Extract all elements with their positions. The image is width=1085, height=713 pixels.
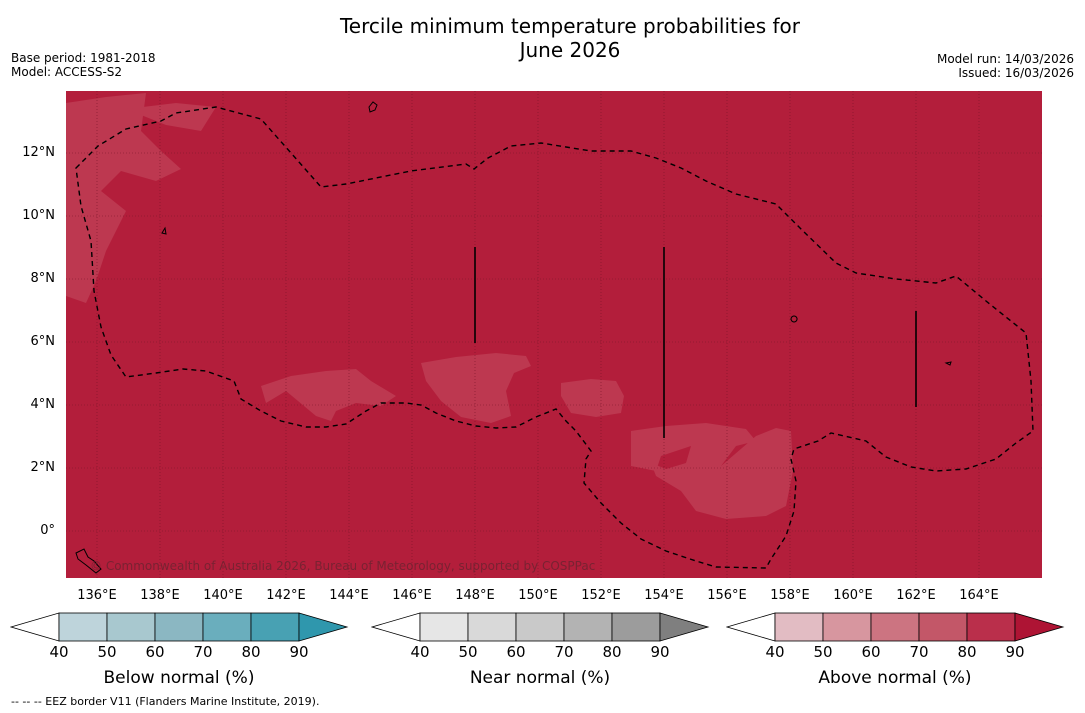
lon-label: 136°E	[77, 588, 117, 603]
light-patch-center-2	[421, 353, 531, 423]
colorbar-tick: 40	[410, 643, 430, 661]
model-name: Model: ACCESS-S2	[11, 65, 123, 79]
lon-label: 150°E	[518, 588, 558, 603]
colorbar-tick: 70	[909, 643, 929, 661]
lat-label: 6°N	[30, 334, 56, 349]
colorbar-segment	[611, 612, 661, 642]
colorbar-label-near: Near normal (%)	[469, 668, 611, 688]
colorbar-extend-high	[1014, 612, 1065, 642]
colorbar-segment	[154, 612, 204, 642]
lon-label: 154°E	[644, 588, 684, 603]
probability-field-above-90	[66, 91, 1042, 578]
colorbar-tick: 40	[49, 643, 69, 661]
colorbar-above-normal	[726, 610, 1066, 644]
map-area	[66, 91, 1042, 578]
title-line-2: June 2026	[519, 38, 621, 62]
light-patch-southeast	[631, 423, 793, 519]
colorbar-tick: 60	[506, 643, 526, 661]
colorbar-extend-low	[726, 612, 776, 642]
light-patch-northwest	[66, 93, 181, 303]
colorbar-tick: 80	[957, 643, 977, 661]
island-west	[161, 226, 167, 235]
map-svg	[66, 91, 1042, 578]
lon-label: 148°E	[455, 588, 495, 603]
colorbar-segment	[202, 612, 252, 642]
colorbar-near-normal	[371, 610, 711, 644]
light-patch-center-3	[561, 379, 624, 417]
lat-label: 12°N	[22, 145, 55, 160]
colorbar-segment	[774, 612, 824, 642]
map-title: Tercile minimum temperature probabilitie…	[0, 14, 1085, 62]
lon-label: 140°E	[203, 588, 243, 603]
colorbar-tick: 60	[145, 643, 165, 661]
light-patch-north	[126, 103, 216, 131]
lon-label: 156°E	[707, 588, 747, 603]
model-run: Model run: 14/03/2026	[936, 52, 1074, 66]
colorbar-extend-low	[10, 612, 60, 642]
colorbar-segment	[467, 612, 517, 642]
lon-label: 138°E	[140, 588, 180, 603]
lat-label: 8°N	[30, 271, 56, 286]
colorbar-segment	[58, 612, 108, 642]
lat-label: 2°N	[30, 460, 56, 475]
colorbar-tick: 60	[861, 643, 881, 661]
colorbar-tick: 50	[97, 643, 117, 661]
colorbar-segment	[515, 612, 565, 642]
colorbar-label-below: Below normal (%)	[103, 668, 255, 688]
lon-label: 142°E	[266, 588, 306, 603]
colorbar-tick: 40	[765, 643, 785, 661]
eez-footnote: -- -- -- EEZ border V11 (Flanders Marine…	[11, 695, 320, 708]
colorbar-below-normal	[10, 610, 350, 644]
lat-label: 4°N	[30, 397, 56, 412]
colorbar-tick: 90	[289, 643, 309, 661]
title-line-1: Tercile minimum temperature probabilitie…	[339, 14, 801, 38]
base-period: Base period: 1981-2018	[11, 51, 156, 65]
lon-label: 152°E	[581, 588, 621, 603]
copyright-notice: © Commonwealth of Australia 2026, Bureau…	[90, 559, 596, 573]
colorbar-extend-low	[371, 612, 421, 642]
island-north	[368, 101, 378, 113]
lon-label: 146°E	[392, 588, 432, 603]
metadata-right: Model run: 14/03/2026 Issued: 16/03/2026	[937, 52, 1074, 80]
colorbar-segment	[250, 612, 300, 642]
colorbar-segment	[419, 612, 469, 642]
colorbar-segment	[966, 612, 1016, 642]
lon-label: 158°E	[770, 588, 810, 603]
lon-label: 144°E	[329, 588, 369, 603]
lat-label: 10°N	[22, 208, 55, 223]
light-patch-center-1	[261, 369, 396, 421]
colorbar-segment	[822, 612, 872, 642]
island-south-west	[75, 548, 102, 574]
colorbar-segment	[106, 612, 156, 642]
colorbar-label-above: Above normal (%)	[818, 668, 972, 688]
colorbar-tick: 80	[241, 643, 261, 661]
eez-border	[75, 106, 1034, 569]
colorbar-tick: 70	[193, 643, 213, 661]
islands	[75, 101, 952, 574]
colorbar-tick: 50	[813, 643, 833, 661]
colorbar-extend-high	[659, 612, 710, 642]
island-east-small	[944, 361, 952, 366]
colorbar-tick: 50	[458, 643, 478, 661]
issued-date: Issued: 16/03/2026	[958, 66, 1074, 80]
colorbar-segment	[870, 612, 920, 642]
lon-label: 164°E	[959, 588, 999, 603]
colorbar-tick: 90	[650, 643, 670, 661]
lon-label: 160°E	[833, 588, 873, 603]
colorbar-extend-high	[298, 612, 349, 642]
colorbar-tick: 80	[602, 643, 622, 661]
colorbar-segment	[563, 612, 613, 642]
colorbar-tick: 90	[1005, 643, 1025, 661]
colorbar-tick: 70	[554, 643, 574, 661]
probability-field-above-80	[66, 93, 793, 519]
metadata-left: Base period: 1981-2018 Model: ACCESS-S2	[11, 51, 156, 79]
lon-label: 162°E	[896, 588, 936, 603]
island-east-ring	[790, 315, 798, 323]
colorbar-segment	[918, 612, 968, 642]
maritime-boundary-lines	[474, 247, 917, 438]
lat-label: 0°	[40, 523, 55, 538]
